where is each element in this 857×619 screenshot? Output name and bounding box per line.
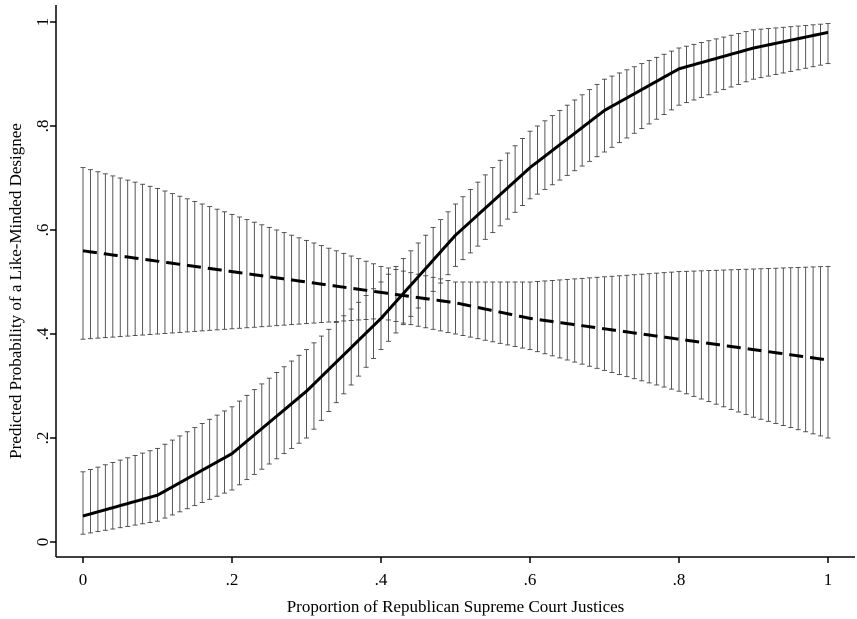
- series-lines-layer: [82, 30, 829, 518]
- y-axis-title: Predicted Probability of a Like-Minded D…: [6, 123, 25, 459]
- x-tick-label: 1: [824, 570, 833, 589]
- x-tick-label: 0: [79, 570, 88, 589]
- series-line-solid: [82, 30, 829, 518]
- y-tick-label: .6: [33, 224, 52, 237]
- y-tick-label: .8: [33, 120, 52, 133]
- x-tick-label: .4: [375, 570, 388, 589]
- x-axis-title: Proportion of Republican Supreme Court J…: [287, 597, 625, 616]
- x-tick-label: .6: [524, 570, 537, 589]
- error-bars-layer: [80, 23, 831, 535]
- y-tick-label: 0: [33, 538, 52, 547]
- axes-layer: 0 .2 .4 .6 .8 1 0 .2 .4 .6 .8 1: [33, 5, 855, 589]
- x-tick-label: .8: [673, 570, 686, 589]
- y-tick-label: 1: [33, 18, 52, 27]
- y-tick-label: .4: [33, 327, 52, 340]
- x-tick-label: .2: [226, 570, 239, 589]
- y-tick-label: .2: [33, 432, 52, 445]
